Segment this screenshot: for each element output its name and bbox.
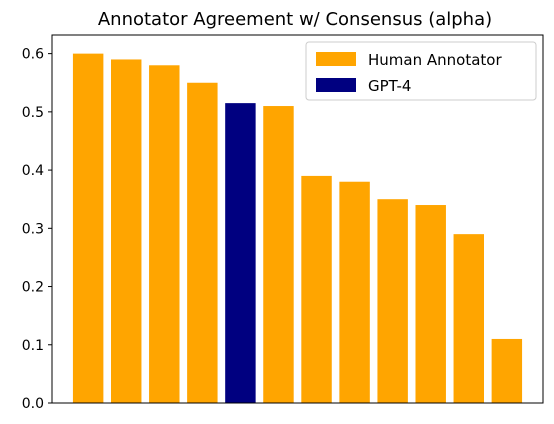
bar-5 [225, 103, 256, 403]
legend-swatch-1 [316, 52, 356, 66]
legend: Human Annotator GPT-4 [305, 41, 537, 101]
bars-layer [72, 53, 523, 404]
chart-title: Annotator Agreement w/ Consensus (alpha) [98, 9, 492, 30]
legend-box [305, 41, 537, 101]
bar-7 [301, 175, 332, 403]
y-tick-label: 0.5 [22, 105, 44, 121]
legend-swatch-2 [316, 78, 356, 92]
y-tick-label: 0.0 [22, 396, 44, 412]
bar-11 [453, 234, 484, 403]
legend-label-2: GPT-4 [368, 77, 411, 95]
bar-12 [491, 338, 523, 403]
bar-6 [263, 106, 294, 403]
bar-3 [149, 65, 180, 403]
y-tick-label: 0.2 [22, 280, 44, 296]
y-tick-label: 0.6 [22, 47, 44, 63]
axes-frame [51, 34, 544, 404]
bar-8 [339, 181, 370, 403]
bar-4 [187, 82, 218, 403]
bar-2 [111, 59, 142, 404]
y-tick-label: 0.3 [22, 221, 44, 237]
bar-10 [415, 205, 446, 403]
legend-label-1: Human Annotator [368, 51, 502, 69]
y-tick-label: 0.1 [22, 338, 44, 354]
bar-9 [377, 199, 408, 403]
bar-1 [72, 53, 104, 403]
y-tick-label: 0.4 [22, 163, 44, 179]
axes-layer: 0.0 0.1 0.2 0.3 0.4 0.5 0.6 [22, 34, 544, 412]
